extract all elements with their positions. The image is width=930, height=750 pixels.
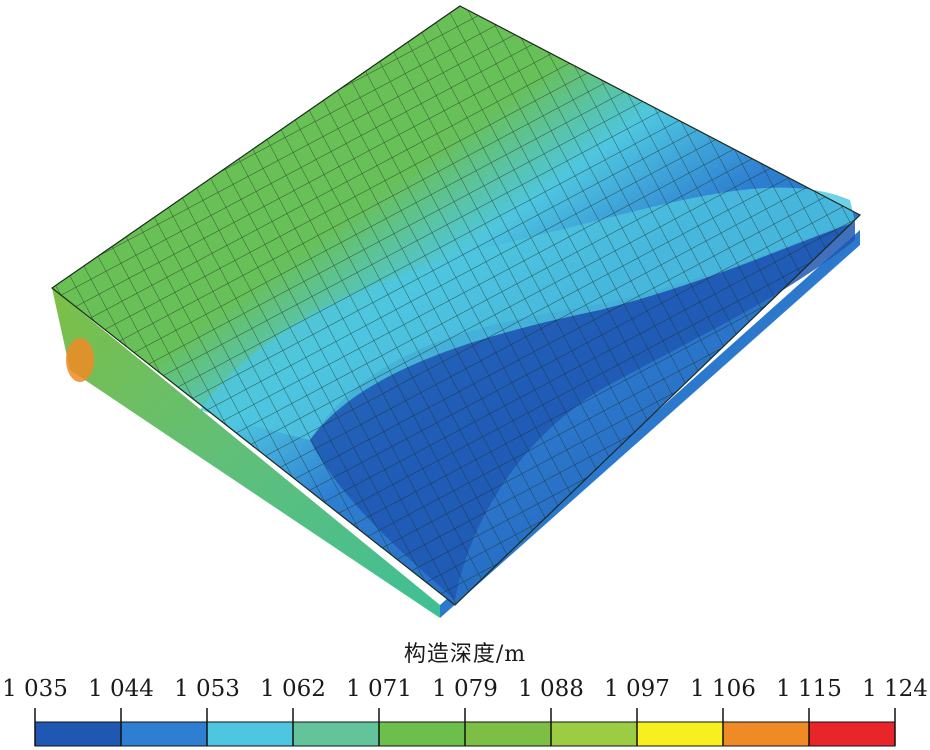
colorbar-segment [808, 721, 896, 747]
colorbar-tick-label: 1 053 [174, 676, 240, 702]
colorbar-segment [34, 721, 122, 747]
3d-grid-model [50, 5, 862, 618]
colorbar-segment [378, 721, 466, 747]
colorbar-title: 构造深度/m [403, 642, 527, 667]
colorbar-tick-label: 1 062 [260, 676, 326, 702]
colorbar-tick-label: 1 044 [88, 676, 154, 702]
model-outline [50, 5, 862, 606]
colorbar-tick-label: 1 035 [2, 676, 68, 702]
colorbar-tick-label: 1 124 [862, 676, 928, 702]
colorbar [34, 708, 896, 747]
colorbar-segment [292, 721, 380, 747]
front-side-face [440, 230, 860, 618]
colorbar-segment [120, 721, 208, 747]
cell-grid-overlay [52, 6, 860, 605]
colorbar-tick-labels: 1 035 1 044 1 053 1 062 1 071 1 079 1 088 1 097… [0, 676, 930, 706]
left-side-face [52, 288, 440, 618]
colorbar-tick-label: 1 088 [518, 676, 584, 702]
colorbar-segment [722, 721, 810, 747]
shallow-spot [66, 338, 94, 382]
colorbar-segment [464, 721, 552, 747]
colorbar-tick-label: 1 097 [604, 676, 670, 702]
colorbar-tick-label: 1 115 [776, 676, 842, 702]
colorbar-segment [206, 721, 294, 747]
colorbar-segment [636, 721, 724, 747]
colorbar-tick-label: 1 106 [690, 676, 756, 702]
colorbar-tick-label: 1 071 [346, 676, 412, 702]
colorbar-tick-label: 1 079 [432, 676, 498, 702]
colorbar-segment [550, 721, 638, 747]
